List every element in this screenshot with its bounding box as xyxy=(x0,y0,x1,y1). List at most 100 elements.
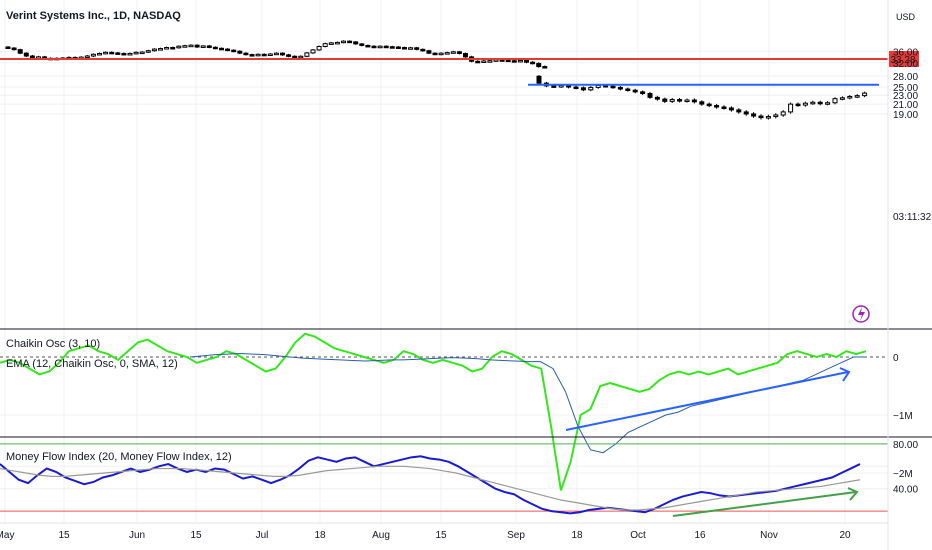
candle-body xyxy=(5,46,11,49)
candle-body xyxy=(773,114,779,118)
candle-body xyxy=(127,52,133,56)
candle-body xyxy=(487,60,493,63)
mfi-title: Money Flow Index (20, Money Flow Index, … xyxy=(6,451,232,463)
price-tick-label: 36.00 xyxy=(893,47,918,58)
chaikin-tick-label: −1M xyxy=(893,411,913,422)
candle-body xyxy=(261,53,267,57)
candle-body xyxy=(714,105,720,108)
price-tick-label: 32.00 xyxy=(893,59,918,70)
candle-body xyxy=(736,109,742,113)
chaikin-ema-line xyxy=(189,353,866,454)
candle-body xyxy=(832,98,838,104)
time-tick-label: Sep xyxy=(507,530,525,541)
candle-body xyxy=(456,51,462,54)
flash-icon xyxy=(852,305,870,323)
chaikin-tick-label: 0 xyxy=(893,353,899,364)
candle-body xyxy=(817,101,823,105)
candle-body xyxy=(610,85,616,89)
time-tick-label: Jun xyxy=(129,530,145,541)
candle-body xyxy=(810,101,816,105)
candle-body xyxy=(551,85,557,88)
candle-body xyxy=(438,52,444,56)
time-tick-label: Jul xyxy=(256,530,269,541)
candle-body xyxy=(176,45,182,49)
candle-body xyxy=(573,86,579,90)
currency-label[interactable]: USD xyxy=(896,12,916,22)
countdown-label: 03:11:32 xyxy=(893,212,932,223)
candle-body xyxy=(316,45,322,51)
candle-body xyxy=(414,47,420,50)
candle-body xyxy=(765,116,771,119)
candle-body xyxy=(721,106,727,109)
candle-body xyxy=(286,54,292,57)
candle-body xyxy=(225,48,231,52)
candle-body xyxy=(699,101,705,105)
candle-body xyxy=(751,113,757,117)
candle-body xyxy=(536,75,542,84)
chaikin-pane xyxy=(0,332,888,491)
candle-body xyxy=(377,45,383,49)
candle-body xyxy=(654,96,660,100)
candle-body xyxy=(530,61,536,65)
symbol-title: Verint Systems Inc., 1D, NASDAQ xyxy=(6,10,181,22)
candle-body xyxy=(588,86,594,91)
mfi-tick-label: 80.00 xyxy=(893,440,918,451)
candle-body xyxy=(647,93,653,98)
candle-body xyxy=(691,99,697,103)
chaikin-trend-arrowhead xyxy=(839,367,851,382)
candle-body xyxy=(231,49,237,53)
candle-body xyxy=(420,48,426,52)
candle-body xyxy=(158,48,163,51)
price-tick-label: 23.00 xyxy=(893,91,918,102)
mfi-ma-line xyxy=(0,465,861,511)
price-level-label: 33.28 xyxy=(890,55,915,66)
candle-body xyxy=(662,98,668,102)
grid xyxy=(0,0,888,522)
chaikin-trend-arrow xyxy=(565,371,849,431)
time-tick-label: May xyxy=(0,530,14,541)
candle-body xyxy=(499,59,505,62)
time-tick-label: 18 xyxy=(314,530,326,541)
candle-body xyxy=(389,46,395,49)
candle-body xyxy=(684,99,690,103)
candle-body xyxy=(854,95,860,98)
candle-body xyxy=(182,45,188,48)
candle-body xyxy=(206,45,212,48)
candle-body xyxy=(743,111,749,115)
candle-body xyxy=(219,47,224,51)
candle-body xyxy=(359,43,365,46)
candle-body xyxy=(632,89,638,93)
time-tick-label: Aug xyxy=(372,530,390,541)
candle-body xyxy=(795,103,801,107)
candle-body xyxy=(728,107,734,111)
candle-body xyxy=(322,43,328,47)
candle-body xyxy=(243,52,249,56)
candle-body xyxy=(115,52,121,55)
candle-body xyxy=(517,59,523,63)
candle-body xyxy=(493,59,499,62)
candle-body xyxy=(536,62,542,68)
time-tick-label: 20 xyxy=(839,530,851,541)
candle-body xyxy=(280,52,285,56)
candle-body xyxy=(139,51,145,55)
chaikin-tick-label: −2M xyxy=(893,469,913,480)
candle-body xyxy=(524,59,529,63)
candle-body xyxy=(347,40,353,44)
mfi-pane xyxy=(0,443,888,517)
time-tick-label: 18 xyxy=(571,530,583,541)
candle-body xyxy=(475,60,481,64)
candle-body xyxy=(90,53,96,57)
candle-body xyxy=(310,49,316,54)
mfi-line xyxy=(0,455,861,515)
candle-body xyxy=(97,52,102,56)
candle-body xyxy=(566,84,572,88)
price-level-badge xyxy=(889,50,919,67)
candle-body xyxy=(121,52,127,56)
candle-body xyxy=(109,51,115,55)
price-tick-label: 21.00 xyxy=(893,100,918,111)
chaikin-ema-title: EMA (12, Chaikin Osc, 0, SMA, 12) xyxy=(6,358,178,370)
mfi-trend-arrow xyxy=(672,491,857,517)
candle-body xyxy=(444,52,450,55)
candle-body xyxy=(353,41,359,45)
